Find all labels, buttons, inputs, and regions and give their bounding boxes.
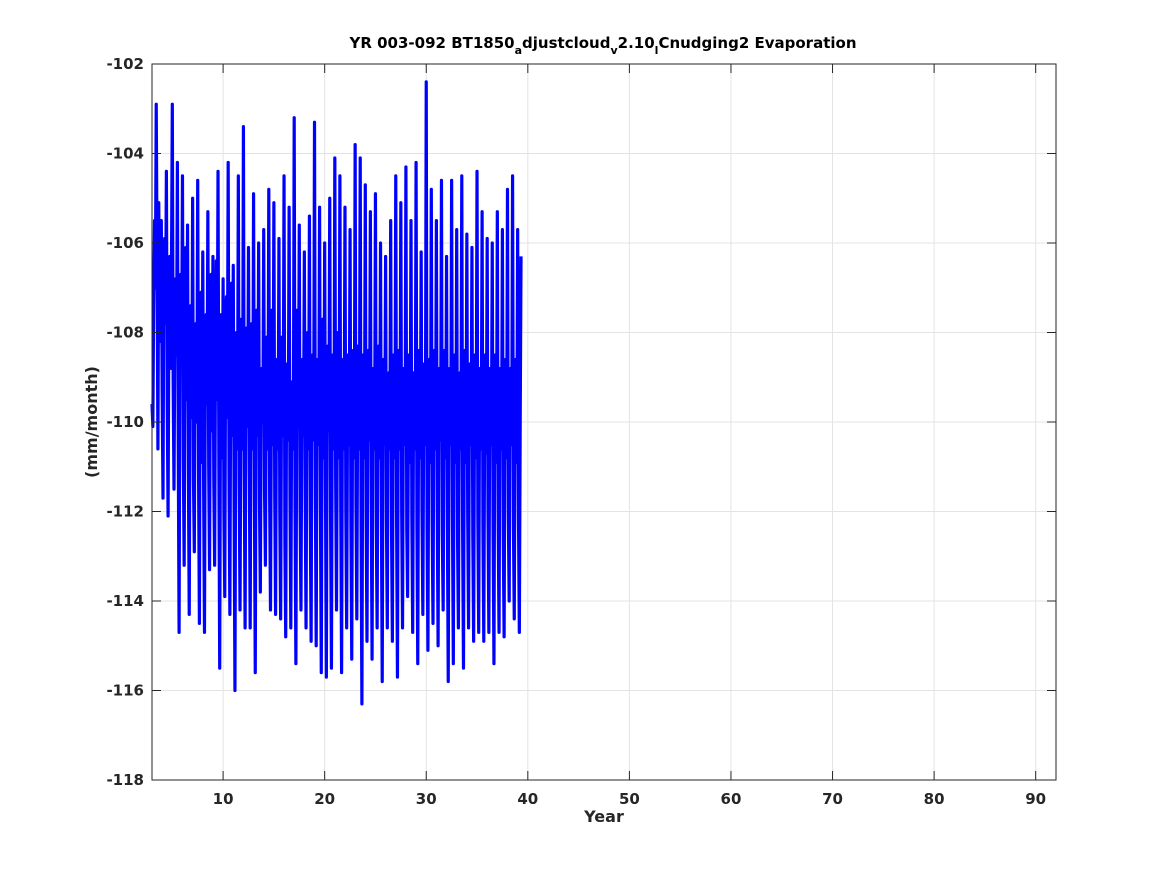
title-part-2: djustcloud — [522, 34, 610, 52]
y-tick-label: -108 — [106, 324, 144, 342]
grid-lines — [152, 64, 1056, 780]
series-layer — [150, 80, 523, 706]
x-tick-label: 10 — [213, 790, 234, 808]
x-tick-label: 90 — [1025, 790, 1046, 808]
y-axis-label: (mm/month) — [82, 366, 101, 478]
chart-title: YR 003-092 BT1850adjustcloudv2.10lCnudgi… — [348, 34, 856, 57]
title-subscript-3: l — [655, 44, 659, 57]
evaporation-series-line — [150, 80, 523, 706]
y-tick-label: -102 — [106, 55, 144, 73]
y-tick-label: -106 — [106, 234, 144, 252]
x-tick-label: 60 — [721, 790, 742, 808]
x-tick-label: 40 — [517, 790, 538, 808]
x-tick-label: 30 — [416, 790, 437, 808]
y-tick-label: -110 — [106, 413, 144, 431]
x-tick-label: 70 — [822, 790, 843, 808]
x-tick-label: 50 — [619, 790, 640, 808]
x-tick-label: 20 — [314, 790, 335, 808]
y-tick-label: -116 — [106, 682, 144, 700]
title-part-3: 2.10 — [618, 34, 655, 52]
y-tick-label: -118 — [106, 771, 144, 789]
x-axis-label: Year — [583, 807, 624, 826]
y-tick-label: -104 — [106, 145, 144, 163]
y-tick-label: -114 — [106, 592, 144, 610]
y-tick-label: -112 — [106, 503, 144, 521]
axis-ticks: 10 20 30 40 50 60 70 80 90 -118 -116 -114 -112 -110 -1… — [106, 55, 1056, 808]
title-part-1: YR 003-092 BT1850 — [348, 34, 514, 52]
title-subscript-2: v — [610, 44, 618, 57]
x-tick-label: 80 — [924, 790, 945, 808]
title-subscript-1: a — [515, 44, 522, 57]
title-part-4: Cnudging2 Evaporation — [658, 34, 856, 52]
